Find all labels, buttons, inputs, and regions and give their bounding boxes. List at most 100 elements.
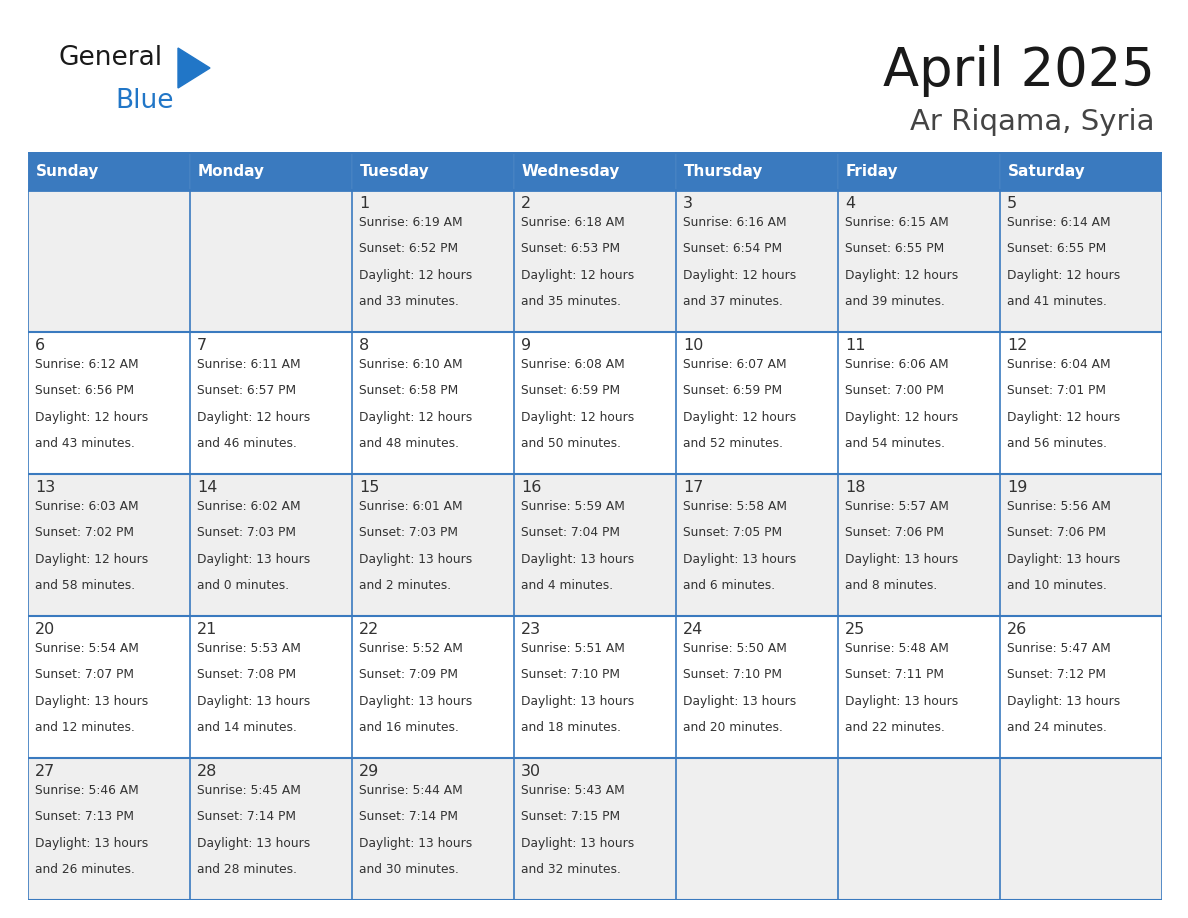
Text: 6: 6 [34, 338, 45, 353]
Bar [676, 758, 838, 900]
Text: 28: 28 [197, 764, 217, 779]
Bar [1000, 332, 1162, 474]
Text: and 52 minutes.: and 52 minutes. [683, 437, 783, 450]
Text: 13: 13 [34, 480, 56, 495]
Bar [514, 474, 676, 616]
Text: Sunrise: 6:10 AM: Sunrise: 6:10 AM [359, 358, 462, 371]
Text: Sunrise: 6:15 AM: Sunrise: 6:15 AM [845, 216, 949, 229]
Text: Daylight: 12 hours: Daylight: 12 hours [845, 410, 959, 423]
Text: and 46 minutes.: and 46 minutes. [197, 437, 297, 450]
Bar [838, 474, 1000, 616]
Text: Sunrise: 6:02 AM: Sunrise: 6:02 AM [197, 500, 301, 513]
Text: 15: 15 [359, 480, 379, 495]
Text: Sunset: 6:56 PM: Sunset: 6:56 PM [34, 385, 134, 397]
Text: Daylight: 13 hours: Daylight: 13 hours [1007, 553, 1120, 565]
Text: and 20 minutes.: and 20 minutes. [683, 721, 783, 733]
Text: Daylight: 13 hours: Daylight: 13 hours [197, 836, 310, 849]
Text: 19: 19 [1007, 480, 1028, 495]
Text: Sunrise: 5:43 AM: Sunrise: 5:43 AM [522, 784, 625, 797]
Text: Sunset: 7:12 PM: Sunset: 7:12 PM [1007, 668, 1106, 681]
Text: Sunrise: 6:11 AM: Sunrise: 6:11 AM [197, 358, 301, 371]
Text: Sunset: 7:07 PM: Sunset: 7:07 PM [34, 668, 134, 681]
Bar [838, 758, 1000, 900]
Text: 21: 21 [197, 622, 217, 637]
Bar [676, 332, 838, 474]
Bar [29, 474, 190, 616]
Text: Daylight: 13 hours: Daylight: 13 hours [359, 836, 473, 849]
Text: 24: 24 [683, 622, 703, 637]
Text: Sunrise: 6:12 AM: Sunrise: 6:12 AM [34, 358, 139, 371]
Text: Wednesday: Wednesday [522, 163, 620, 178]
Text: 12: 12 [1007, 338, 1028, 353]
Text: 26: 26 [1007, 622, 1028, 637]
Text: Daylight: 13 hours: Daylight: 13 hours [1007, 695, 1120, 708]
Text: Sunset: 7:03 PM: Sunset: 7:03 PM [197, 526, 296, 539]
Text: and 48 minutes.: and 48 minutes. [359, 437, 459, 450]
Text: Daylight: 13 hours: Daylight: 13 hours [359, 695, 473, 708]
Text: Sunset: 6:55 PM: Sunset: 6:55 PM [1007, 242, 1106, 255]
Text: Sunset: 6:58 PM: Sunset: 6:58 PM [359, 385, 459, 397]
Text: Sunrise: 6:07 AM: Sunrise: 6:07 AM [683, 358, 786, 371]
Bar [352, 152, 514, 190]
Bar [1000, 758, 1162, 900]
Text: 16: 16 [522, 480, 542, 495]
Text: Sunset: 7:06 PM: Sunset: 7:06 PM [845, 526, 944, 539]
Bar [29, 152, 190, 190]
Text: 2: 2 [522, 196, 531, 211]
Text: 7: 7 [197, 338, 207, 353]
Text: and 30 minutes.: and 30 minutes. [359, 863, 459, 876]
Text: and 50 minutes.: and 50 minutes. [522, 437, 621, 450]
Bar [29, 616, 190, 758]
Text: and 41 minutes.: and 41 minutes. [1007, 295, 1107, 308]
Text: 1: 1 [359, 196, 369, 211]
Text: Sunset: 6:52 PM: Sunset: 6:52 PM [359, 242, 459, 255]
Text: and 12 minutes.: and 12 minutes. [34, 721, 135, 733]
Bar [514, 616, 676, 758]
Text: and 10 minutes.: and 10 minutes. [1007, 579, 1107, 592]
Text: and 58 minutes.: and 58 minutes. [34, 579, 135, 592]
Bar [29, 190, 190, 332]
Text: and 26 minutes.: and 26 minutes. [34, 863, 135, 876]
Text: Sunrise: 5:59 AM: Sunrise: 5:59 AM [522, 500, 625, 513]
Text: Sunset: 6:53 PM: Sunset: 6:53 PM [522, 242, 620, 255]
Text: Daylight: 13 hours: Daylight: 13 hours [845, 553, 959, 565]
Text: and 24 minutes.: and 24 minutes. [1007, 721, 1107, 733]
Text: Daylight: 12 hours: Daylight: 12 hours [359, 410, 473, 423]
Text: 22: 22 [359, 622, 379, 637]
Text: Sunset: 6:59 PM: Sunset: 6:59 PM [683, 385, 782, 397]
Text: 9: 9 [522, 338, 531, 353]
Text: Sunset: 7:04 PM: Sunset: 7:04 PM [522, 526, 620, 539]
Text: Daylight: 12 hours: Daylight: 12 hours [34, 410, 148, 423]
Text: Daylight: 13 hours: Daylight: 13 hours [683, 553, 796, 565]
Text: and 18 minutes.: and 18 minutes. [522, 721, 621, 733]
Text: Daylight: 13 hours: Daylight: 13 hours [197, 553, 310, 565]
Bar [838, 332, 1000, 474]
Text: Sunrise: 5:47 AM: Sunrise: 5:47 AM [1007, 642, 1111, 655]
Bar [1000, 616, 1162, 758]
Text: Sunrise: 6:19 AM: Sunrise: 6:19 AM [359, 216, 462, 229]
Bar [514, 190, 676, 332]
Bar [190, 190, 352, 332]
Text: and 16 minutes.: and 16 minutes. [359, 721, 459, 733]
Bar [1000, 190, 1162, 332]
Text: Sunset: 7:14 PM: Sunset: 7:14 PM [359, 811, 459, 823]
Text: Sunrise: 5:48 AM: Sunrise: 5:48 AM [845, 642, 949, 655]
Bar [190, 758, 352, 900]
Text: Daylight: 13 hours: Daylight: 13 hours [683, 695, 796, 708]
Text: Daylight: 12 hours: Daylight: 12 hours [522, 269, 634, 282]
Text: 20: 20 [34, 622, 56, 637]
Text: Sunrise: 6:03 AM: Sunrise: 6:03 AM [34, 500, 139, 513]
Text: Tuesday: Tuesday [360, 163, 430, 178]
Text: Sunrise: 5:45 AM: Sunrise: 5:45 AM [197, 784, 301, 797]
Text: Sunset: 7:11 PM: Sunset: 7:11 PM [845, 668, 944, 681]
Text: Sunset: 7:00 PM: Sunset: 7:00 PM [845, 385, 944, 397]
Bar [190, 616, 352, 758]
Text: and 39 minutes.: and 39 minutes. [845, 295, 944, 308]
Bar [352, 616, 514, 758]
Text: and 37 minutes.: and 37 minutes. [683, 295, 783, 308]
Text: and 28 minutes.: and 28 minutes. [197, 863, 297, 876]
Text: Sunrise: 6:01 AM: Sunrise: 6:01 AM [359, 500, 462, 513]
Text: 30: 30 [522, 764, 541, 779]
Text: Daylight: 13 hours: Daylight: 13 hours [359, 553, 473, 565]
Text: Daylight: 12 hours: Daylight: 12 hours [845, 269, 959, 282]
